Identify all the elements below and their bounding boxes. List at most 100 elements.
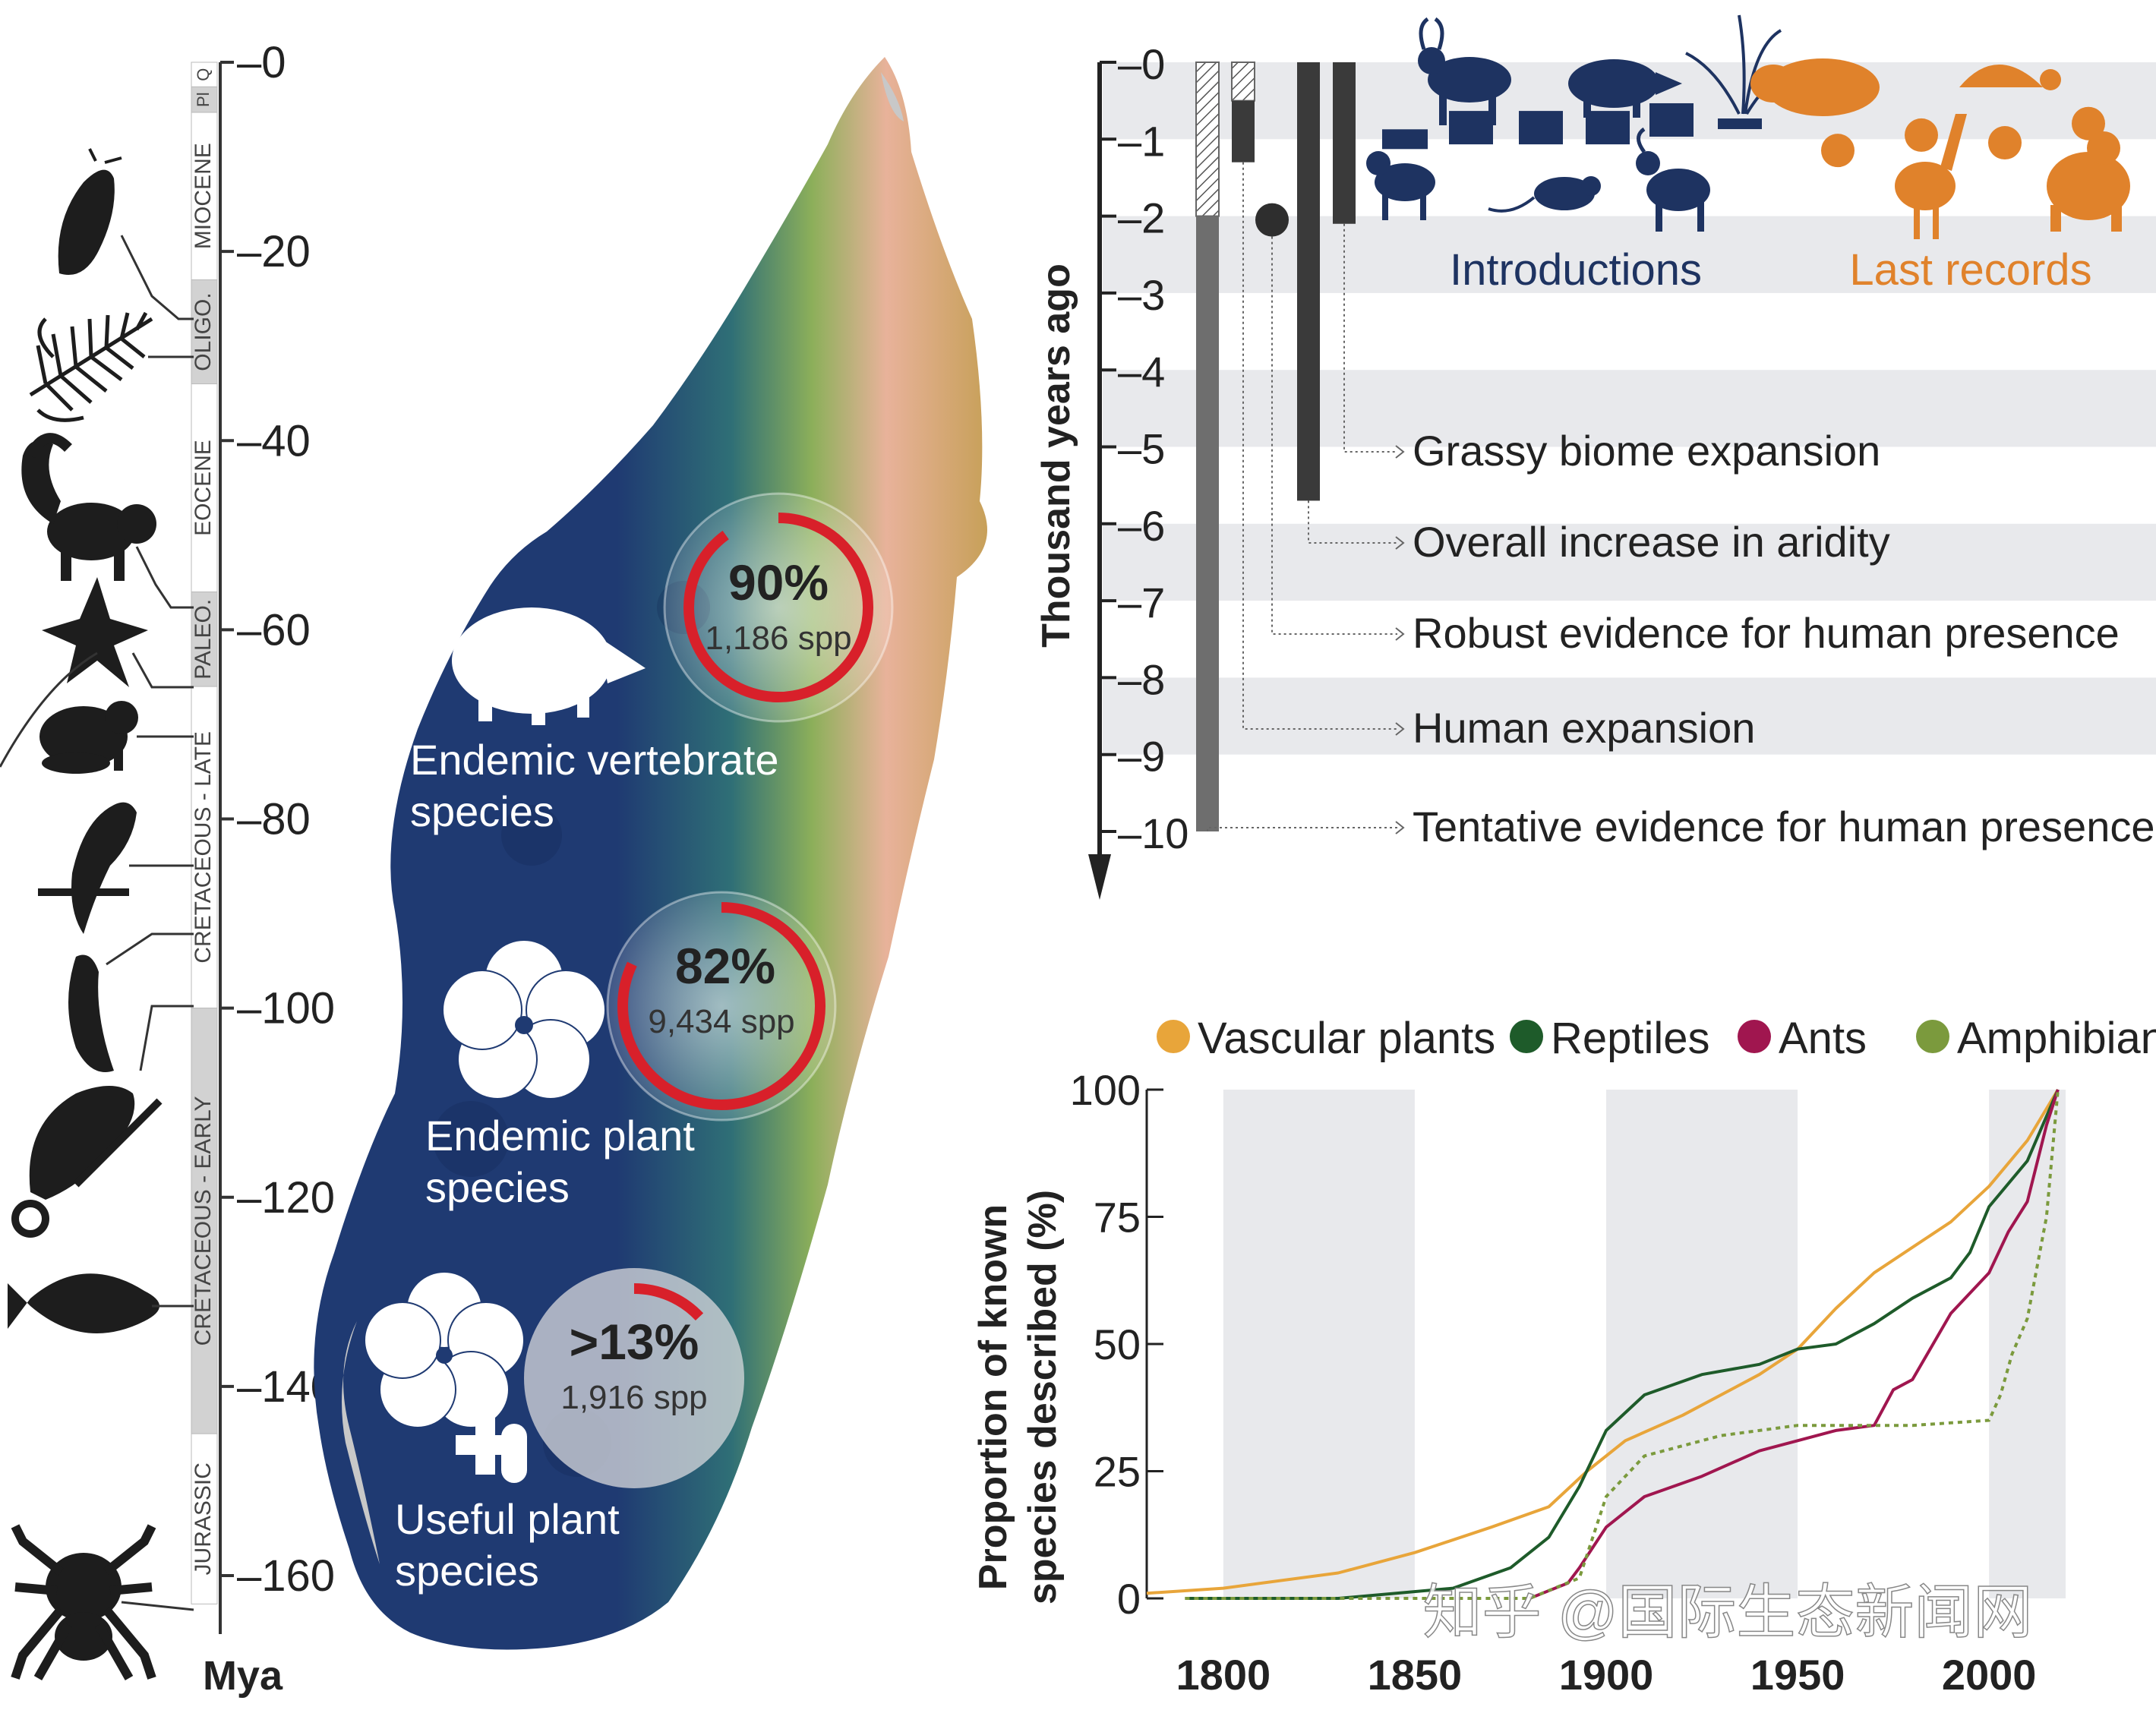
- chart-x-tick-label: 2000: [1942, 1651, 2037, 1699]
- zebu-icon: [1418, 17, 1511, 125]
- chart-grid-bands: [1223, 1090, 2066, 1598]
- timeline-leader-line: [1207, 827, 1397, 831]
- stat-label-line2: species: [410, 787, 554, 835]
- stat-endemic-vertebrates: 90% 1,186 spp Endemic vertebrate species: [410, 492, 894, 835]
- introduction-bar-bushpig: [1586, 111, 1630, 145]
- stat-percent: 82%: [675, 938, 775, 994]
- timeline-tick-label: –10: [1118, 809, 1188, 857]
- chart-x-tick-label: 1850: [1368, 1651, 1463, 1699]
- stat-label-line1: Useful plant: [395, 1495, 620, 1543]
- timeline-leader-line: [1343, 223, 1397, 453]
- coastal-shelf: [342, 1321, 380, 1564]
- geologic-tick-label: –40: [237, 416, 311, 465]
- timeline-event-bars: [1195, 62, 1356, 832]
- legend-label: Amphibians: [1957, 1014, 2156, 1063]
- stat-count: 9,434 spp: [648, 1003, 794, 1040]
- geologic-period-block: [191, 592, 218, 687]
- chart-y-tick-label: 100: [1070, 1066, 1141, 1114]
- series-line-ants: [1529, 1089, 2060, 1600]
- geologic-tick-label: –100: [237, 984, 335, 1033]
- fern-icon: [29, 311, 153, 422]
- stat-count: 1,186 spp: [705, 620, 851, 657]
- timeline-leader-arrow: [1395, 627, 1405, 641]
- timeline-event-label: Grassy biome expansion: [1413, 427, 1880, 475]
- stat-count: 1,916 spp: [560, 1379, 707, 1416]
- geologic-period-label: JURASSIC: [191, 1462, 216, 1575]
- chart-grid-band: [1989, 1090, 2066, 1598]
- stat-label-line2: species: [395, 1547, 539, 1595]
- frog-icon: [39, 701, 138, 774]
- stat-percent: 90%: [728, 554, 829, 610]
- chart-x-tick-label: 1950: [1750, 1651, 1845, 1699]
- geologic-timescale: Q Pl MIOCENE OLIGO. EOCENE PALEO. CRETACEOUS -…: [0, 38, 335, 1699]
- introduction-bars: [1382, 103, 1762, 150]
- grass-icon: [1685, 14, 1801, 115]
- introduction-bar-rat: [1519, 111, 1563, 145]
- timeline-axis-title: Thousand years ago: [1034, 263, 1078, 648]
- chart-x-tick-label: 1900: [1559, 1651, 1654, 1699]
- dog-icon: [1366, 151, 1435, 220]
- geologic-tick-label: –120: [237, 1173, 335, 1223]
- geologic-tick-label: –0: [237, 38, 286, 87]
- stat-useful-plants: >13% 1,916 spp Useful plant species: [364, 1268, 744, 1595]
- last-record-dot-elephant-bird: [1988, 126, 2022, 160]
- aridity-bar: [1297, 62, 1320, 501]
- spider-icon: [11, 1524, 156, 1680]
- introduction-bar-zebu: [1449, 111, 1493, 145]
- hippo-icon: [1750, 58, 1880, 116]
- series-line-reptiles: [1185, 1089, 2060, 1600]
- geologic-period-label: OLIGO.: [191, 292, 216, 371]
- chart-series: [1146, 1088, 2060, 1600]
- lemur-icon: [21, 440, 156, 581]
- chart-y-tick-label: 50: [1094, 1320, 1141, 1368]
- timeline-event-label: Overall increase in aridity: [1413, 518, 1890, 566]
- geologic-period-label: CRETACEOUS - LATE: [191, 731, 216, 964]
- geologic-tick-label: –20: [237, 227, 311, 276]
- introduction-bar-dog: [1382, 129, 1428, 150]
- chart-x-tick-label: 1800: [1176, 1651, 1271, 1699]
- stat-progress-ring: [683, 513, 873, 702]
- geologic-tick-label: –80: [237, 795, 311, 844]
- northern-tip-shelf: [881, 72, 904, 121]
- timeline-band: [1103, 677, 2156, 755]
- timeline-tick-label: –5: [1118, 425, 1165, 473]
- geologic-period-bar: Q Pl MIOCENE OLIGO. EOCENE PALEO. CRETACEOUS -…: [191, 62, 218, 1604]
- stat-progress-ring: [633, 1283, 704, 1321]
- geologic-period-block: [191, 1008, 218, 1434]
- geologic-period-label: Pl: [194, 92, 213, 107]
- chart-axes: 0 25 50 75 100 1800 1850 1900 1950 2000: [1070, 1066, 2037, 1699]
- geologic-period-block: [191, 86, 218, 113]
- timeline-tick-label: –6: [1118, 502, 1165, 550]
- human-timeline: –0 –1 –2 –3 –4 –5 –6 –7 –8 –9 –10 Thousand years a…: [1034, 14, 2156, 900]
- flower-medicine-icon: [364, 1271, 527, 1483]
- legend-label: Reptiles: [1551, 1014, 1710, 1063]
- timeline-tick-label: –7: [1118, 579, 1165, 626]
- bird-icon: [38, 802, 137, 934]
- geologic-unit-label: Mya: [203, 1653, 283, 1699]
- last-records-label: Last records: [1849, 245, 2091, 295]
- chart-grid-band: [1223, 1090, 1415, 1598]
- timeline-axis-arrow: [1088, 854, 1111, 900]
- timeline-tick-label: –4: [1118, 348, 1165, 396]
- chart-y-tick-label: 0: [1117, 1575, 1141, 1623]
- last-record-dot-tortoise: [1905, 118, 1938, 152]
- timeline-tick-label: –0: [1118, 40, 1165, 88]
- timeline-band: [1103, 523, 2156, 601]
- tenrec-icon: [452, 607, 646, 725]
- last-record-dots: [1821, 106, 2105, 168]
- timeline-tick-label: –8: [1118, 655, 1165, 703]
- human-expansion-bar: [1232, 100, 1255, 162]
- fish-icon: [8, 1273, 159, 1333]
- bushpig-icon: [1568, 59, 1682, 118]
- stat-endemic-plants: 82% 9,434 spp Endemic plant species: [425, 891, 837, 1211]
- introduction-bar-goat: [1649, 103, 1694, 137]
- leech-icon: [68, 954, 114, 1072]
- legend-swatch: [1916, 1020, 1949, 1053]
- watermark: 知乎 @国际生态新闻网: [1423, 1579, 2033, 1645]
- series-line-amphibians: [1185, 1089, 2060, 1600]
- chameleon-icon: [11, 1086, 163, 1238]
- stat-background: [606, 891, 837, 1122]
- last-record-dot-hippo: [1821, 134, 1855, 168]
- introduction-bar-grass: [1718, 118, 1762, 130]
- timeline-tick-label: –1: [1118, 117, 1165, 165]
